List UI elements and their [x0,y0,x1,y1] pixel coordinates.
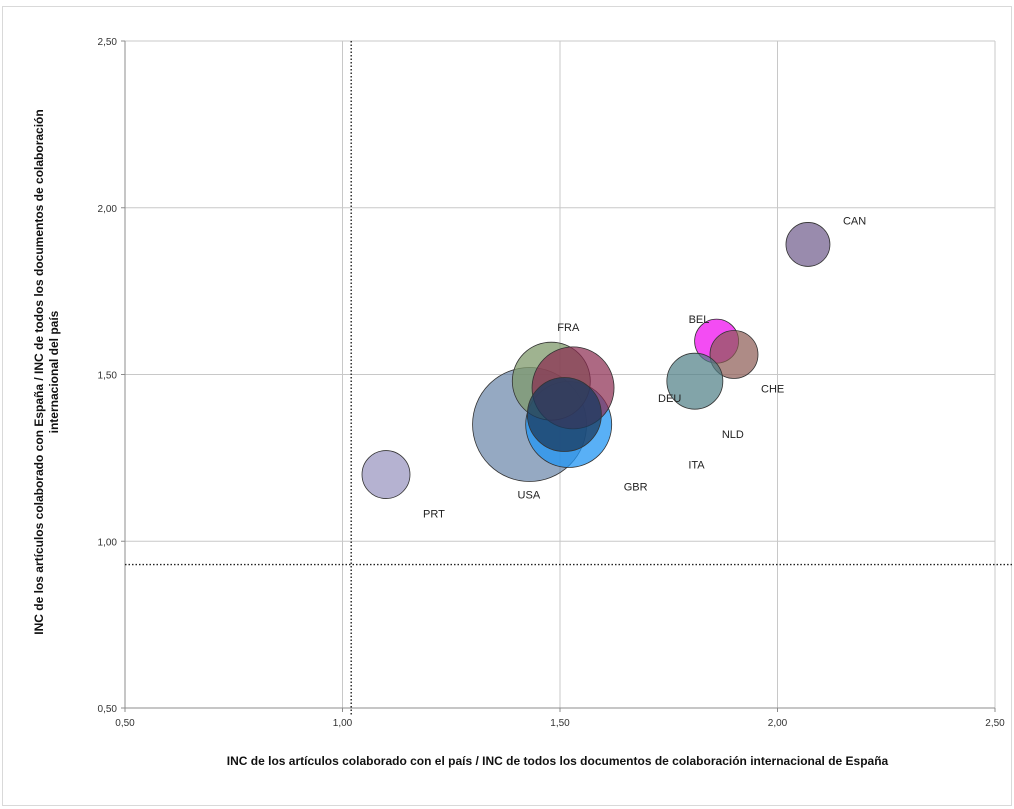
bubble-label-bel: BEL [689,314,710,326]
bubble-nld [666,352,724,410]
y-tick-label: 1,00 [98,537,118,548]
x-tick-label: 2,00 [768,718,788,729]
y-tick-label: 1,50 [98,371,118,382]
bubble-label-fra: FRA [557,322,580,334]
bubble-label-deu: DEU [658,393,681,405]
x-tick-label: 1,00 [333,718,353,729]
bubble-label-nld: NLD [722,429,744,441]
x-tick-label: 2,50 [985,718,1005,729]
bubble-label-can: CAN [843,215,866,227]
bubble-label-ita: ITA [688,460,705,472]
chart-frame [2,6,1012,806]
bubble-can [785,222,831,267]
y-tick-label: 2,50 [98,37,118,48]
bubble-che [709,330,759,379]
bubble-label-prt: PRT [423,509,445,521]
bubble-label-gbr: GBR [624,482,648,494]
y-axis-title: INC de los artículos colaborado con Espa… [32,109,61,635]
bubble-label-che: CHE [761,383,784,395]
x-tick-label: 0,50 [115,718,135,729]
bubble-prt [361,450,411,499]
y-tick-label: 0,50 [98,704,118,715]
x-tick-label: 1,50 [550,718,570,729]
bubble-ita [526,377,602,452]
bubble-label-usa: USA [518,490,541,502]
y-tick-label: 2,00 [98,204,118,215]
x-axis-title: INC de los artículos colaborado con el p… [226,754,889,768]
